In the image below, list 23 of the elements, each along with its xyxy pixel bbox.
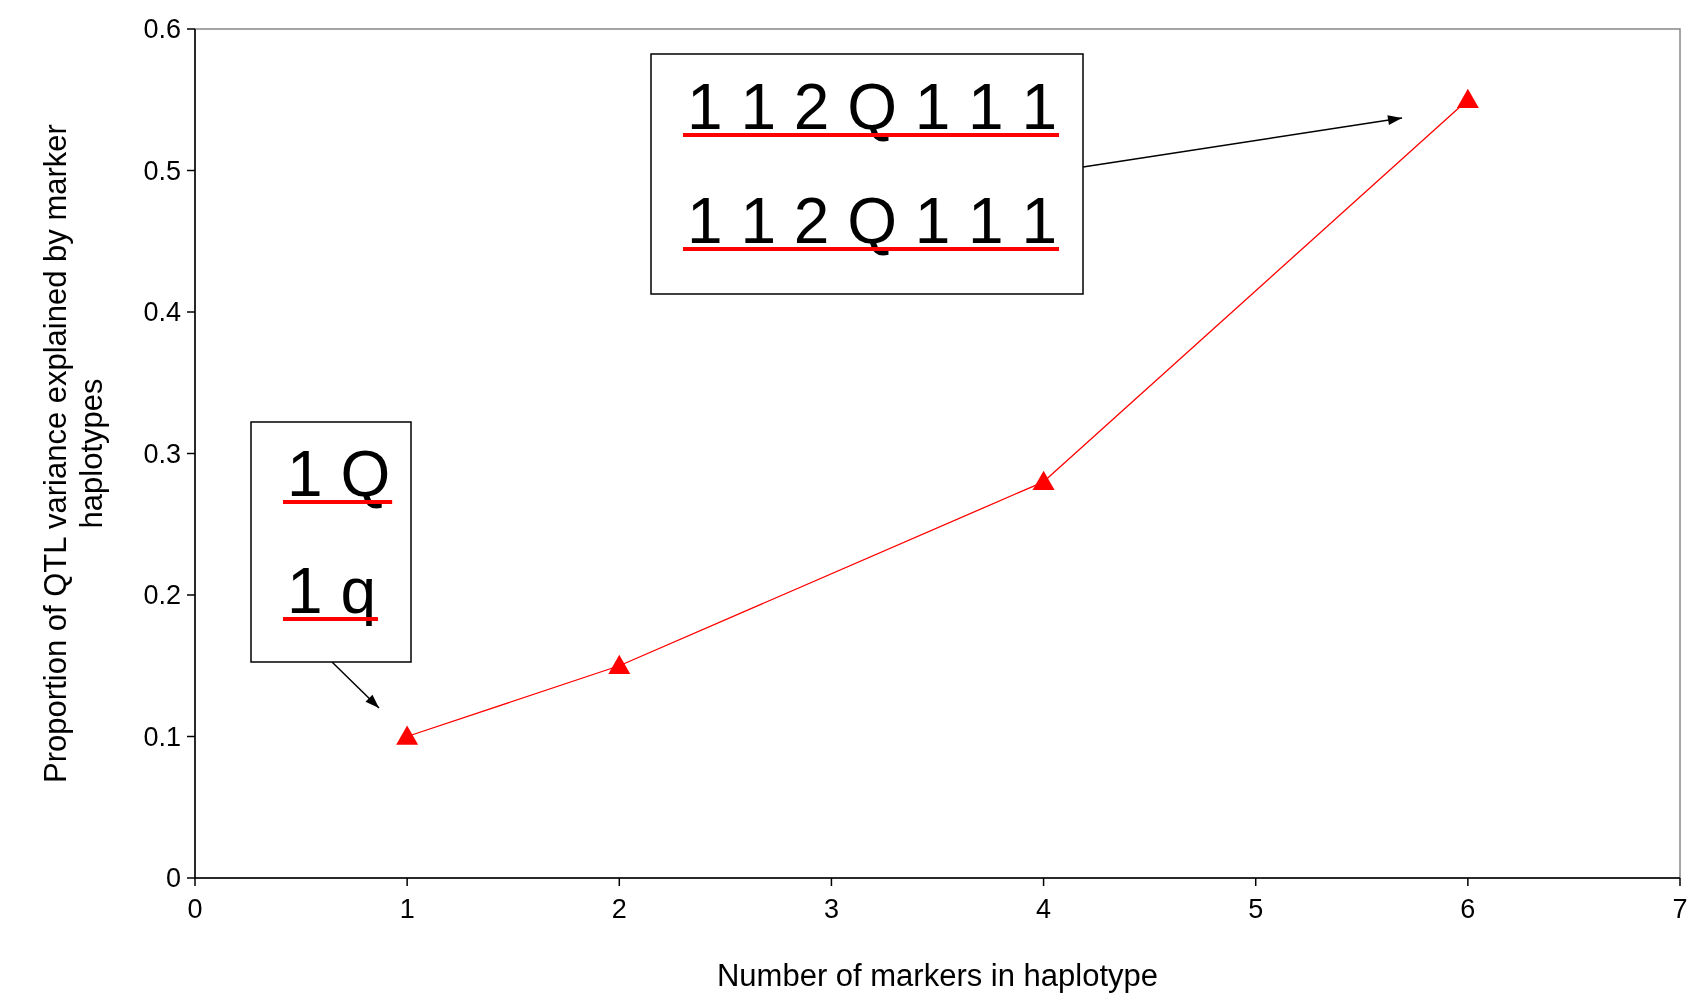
x-tick-label: 0 bbox=[187, 894, 203, 924]
point bbox=[396, 725, 419, 745]
annotation: 1 Q 1 q bbox=[287, 438, 391, 627]
annotation: 1 1 2 Q 1 1 1 1 1 2 Q 1 1 1 bbox=[687, 71, 1058, 257]
x-tick-label: 2 bbox=[611, 894, 627, 924]
y-tick-label: 0.2 bbox=[143, 580, 181, 610]
x-tick-label: 6 bbox=[1460, 894, 1476, 924]
y-axis-title: Proportion of QTL variance explained by marker haplotypes bbox=[38, 124, 109, 783]
y-tick-label: 0.6 bbox=[143, 14, 181, 44]
y-tick-label: 0.5 bbox=[143, 155, 181, 186]
x-tick-label: 3 bbox=[823, 894, 839, 924]
point bbox=[1032, 470, 1055, 491]
x-tick-label: 5 bbox=[1248, 894, 1264, 924]
y-tick-label: 0 bbox=[165, 863, 181, 893]
x-tick-label: 1 bbox=[399, 894, 415, 924]
y-tick-label: 0.3 bbox=[143, 438, 181, 469]
point bbox=[608, 654, 631, 674]
y-tick-label: 0.4 bbox=[143, 297, 181, 327]
x-tick-label: 7 bbox=[1672, 894, 1688, 924]
x-axis-title: Number of markers in haplotype bbox=[716, 958, 1159, 993]
y-tick-label: 0.1 bbox=[143, 721, 181, 752]
point bbox=[1456, 88, 1479, 108]
x-tick-label: 4 bbox=[1036, 894, 1052, 924]
